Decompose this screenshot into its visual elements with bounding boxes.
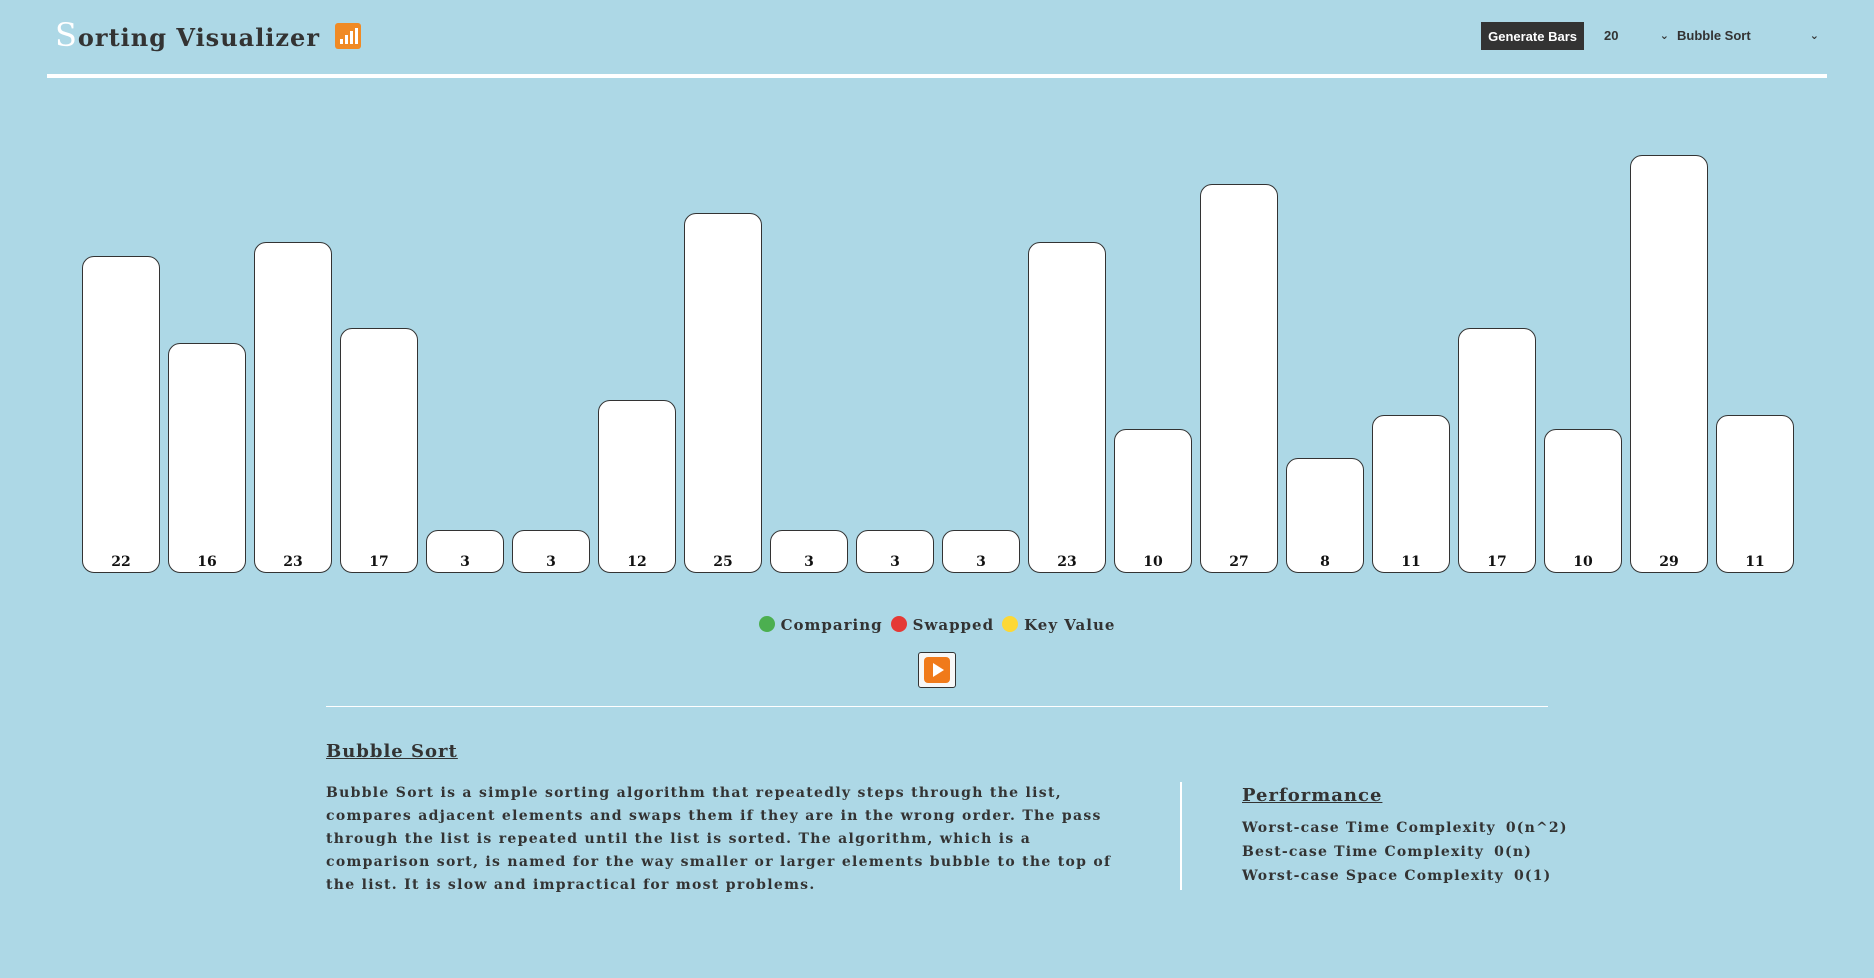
- legend-label: Comparing: [780, 616, 883, 634]
- bar: 11: [1372, 415, 1450, 573]
- bar-value-label: 16: [197, 554, 217, 570]
- bar-value-label: 8: [1320, 554, 1330, 570]
- bar: 8: [1286, 458, 1364, 573]
- performance-value: 0(n): [1494, 844, 1533, 860]
- play-button[interactable]: [918, 652, 956, 688]
- header: Sorting Visualizer Generate Bars 20 ⌄ Bu…: [47, 0, 1827, 78]
- play-icon: [924, 657, 950, 683]
- algorithm-description: Bubble Sort is a simple sorting algorith…: [326, 785, 1112, 893]
- legend-label: Key Value: [1024, 616, 1116, 634]
- bar: 3: [856, 530, 934, 573]
- legend: Comparing Swapped Key Value: [0, 616, 1874, 634]
- bar: 10: [1114, 429, 1192, 573]
- bar: 11: [1716, 415, 1794, 573]
- bar-value-label: 3: [976, 554, 986, 570]
- bars-area: 22 16 23 17 3 3 12 25 3 3 3 23 10 27 8 11 17 10 29 11: [82, 100, 1794, 573]
- generate-bars-button[interactable]: Generate Bars: [1481, 22, 1584, 50]
- bar-value-label: 11: [1401, 554, 1421, 570]
- algorithm-title: Bubble Sort: [326, 741, 458, 762]
- bar-value-label: 10: [1143, 554, 1163, 570]
- legend-dot-icon: [758, 616, 775, 632]
- performance-label: Worst-case Space Complexity: [1242, 868, 1504, 884]
- performance-title: Performance: [1242, 785, 1383, 806]
- bar: 12: [598, 400, 676, 573]
- signal-bars-icon: [335, 23, 362, 49]
- algorithm-select[interactable]: Bubble Sort ⌄: [1677, 22, 1827, 50]
- bar: 25: [684, 213, 762, 573]
- bar-value-label: 29: [1659, 554, 1679, 570]
- bar-value-label: 23: [1057, 554, 1077, 570]
- performance-panel: Performance Worst-case Time Complexity 0(…: [1242, 785, 1566, 888]
- legend-item: Comparing: [758, 616, 883, 634]
- bar: 23: [254, 242, 332, 573]
- bar-value-label: 10: [1573, 554, 1593, 570]
- bar-value-label: 25: [713, 554, 733, 570]
- bar: 23: [1028, 242, 1106, 573]
- bar: 3: [770, 530, 848, 573]
- algorithm-value: Bubble Sort: [1677, 28, 1751, 43]
- title-first-letter: S: [55, 16, 78, 54]
- legend-item: Key Value: [1002, 616, 1115, 634]
- performance-label: Best-case Time Complexity: [1242, 844, 1485, 860]
- bar-value-label: 3: [804, 554, 814, 570]
- chevron-down-icon: ⌄: [1659, 30, 1669, 42]
- bar: 29: [1630, 155, 1708, 573]
- bar-value-label: 3: [460, 554, 470, 570]
- bar-value-label: 3: [546, 554, 556, 570]
- divider: [326, 706, 1548, 707]
- bar: 27: [1200, 184, 1278, 573]
- vertical-divider: [1180, 782, 1182, 890]
- bar-count-value: 20: [1604, 28, 1619, 43]
- bar-value-label: 12: [627, 554, 647, 570]
- bar: 22: [82, 256, 160, 573]
- performance-row: Worst-case Space Complexity 0(1): [1242, 864, 1562, 888]
- bar-value-label: 22: [111, 554, 131, 570]
- controls: Generate Bars 20 ⌄ Bubble Sort ⌄: [1481, 22, 1827, 50]
- bar-count-select[interactable]: 20 ⌄: [1604, 22, 1677, 50]
- title-text: orting Visualizer: [77, 23, 320, 52]
- bar: 3: [426, 530, 504, 573]
- legend-dot-icon: [890, 616, 907, 632]
- bar: 16: [168, 343, 246, 573]
- bar-value-label: 3: [890, 554, 900, 570]
- performance-value: 0(n^2): [1505, 820, 1568, 836]
- bar-value-label: 17: [1487, 554, 1507, 570]
- bar: 17: [1458, 328, 1536, 573]
- bar: 17: [340, 328, 418, 573]
- performance-row: Best-case Time Complexity 0(n): [1242, 840, 1562, 864]
- bar-value-label: 11: [1745, 554, 1765, 570]
- bar: 3: [512, 530, 590, 573]
- performance-label: Worst-case Time Complexity: [1242, 820, 1496, 836]
- chevron-down-icon: ⌄: [1809, 30, 1819, 42]
- bar: 10: [1544, 429, 1622, 573]
- legend-dot-icon: [1002, 616, 1019, 632]
- bar: 3: [942, 530, 1020, 573]
- app-title: Sorting Visualizer: [55, 16, 362, 54]
- bar-value-label: 17: [369, 554, 389, 570]
- performance-value: 0(1): [1513, 868, 1552, 884]
- legend-label: Swapped: [912, 616, 995, 634]
- performance-row: Worst-case Time Complexity 0(n^2): [1242, 816, 1566, 840]
- bar-value-label: 27: [1229, 554, 1249, 570]
- bar-value-label: 23: [283, 554, 303, 570]
- legend-item: Swapped: [890, 616, 995, 634]
